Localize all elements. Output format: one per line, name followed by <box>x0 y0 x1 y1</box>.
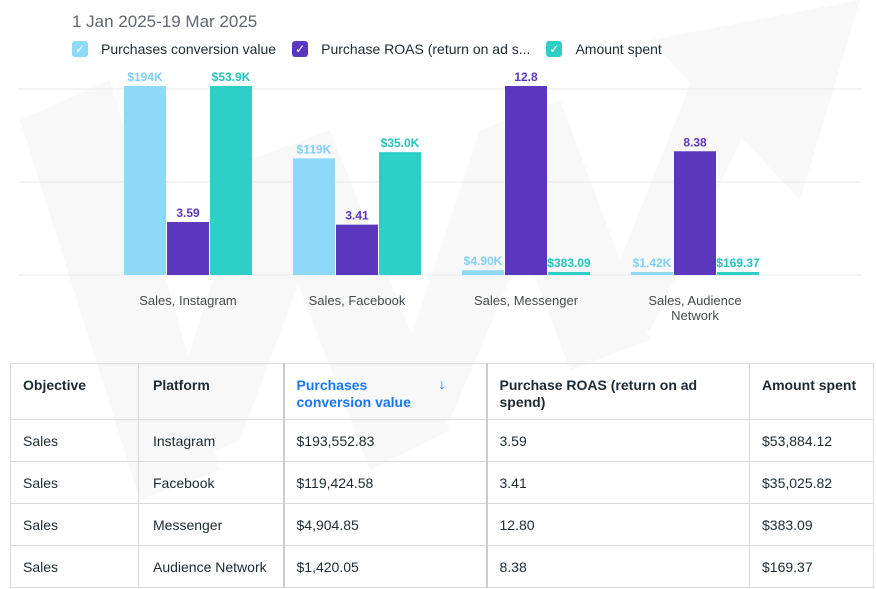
table-row[interactable]: Sales Instagram $193,552.83 3.59 $53,884.12 <box>10 419 874 462</box>
header-platform[interactable]: Platform <box>138 363 284 420</box>
header-label: Purchases conversion value <box>296 377 411 410</box>
bar-roas-1[interactable] <box>336 224 378 275</box>
data-label: $53.9K <box>212 70 251 84</box>
bar-chart: $194K 3.59 $53.9K Sales, Instagram $119K 3.41… <box>18 70 862 323</box>
cell-objective: Sales <box>10 419 139 462</box>
legend-label: Amount spent <box>575 41 662 57</box>
data-label: 8.38 <box>683 135 707 149</box>
bar-purchases-1[interactable] <box>293 158 335 275</box>
data-label: 3.41 <box>345 209 369 223</box>
x-tick-label: Sales, Facebook <box>309 293 406 308</box>
header-objective[interactable]: Objective <box>10 363 139 420</box>
cell-platform: Messenger <box>138 503 284 546</box>
check-icon: ✓ <box>549 42 560 56</box>
bar-roas-2[interactable] <box>505 86 547 275</box>
bar-purchases-3[interactable] <box>631 272 673 275</box>
table-header-row: Objective Platform Purchases conversion … <box>10 363 874 420</box>
data-label: 12.8 <box>514 70 538 84</box>
table-body: Sales Instagram $193,552.83 3.59 $53,884.12 S… <box>10 419 874 588</box>
check-icon: ✓ <box>295 42 306 56</box>
cell-amount-spent: $383.09 <box>749 503 874 546</box>
cell-purchases-conversion-value: $4,904.85 <box>282 503 488 546</box>
cell-purchase-roas: 8.38 <box>486 545 750 588</box>
legend-checkbox-purchases[interactable]: ✓ <box>72 41 88 57</box>
bar-amount-1[interactable] <box>379 152 421 275</box>
data-label: $1.42K <box>633 256 672 270</box>
data-label: $169.37 <box>716 256 760 270</box>
cell-purchases-conversion-value: $1,420.05 <box>282 545 488 588</box>
cell-purchase-roas: 3.41 <box>486 461 750 504</box>
cell-amount-spent: $35,025.82 <box>749 461 874 504</box>
date-range: 1 Jan 2025-19 Mar 2025 <box>72 12 258 31</box>
cell-purchases-conversion-value: $193,552.83 <box>282 419 488 462</box>
data-label: $119K <box>297 142 332 156</box>
header-purchase-roas[interactable]: Purchase ROAS (return on ad spend) <box>486 363 750 420</box>
cell-objective: Sales <box>10 545 139 588</box>
legend-item-amount-spent[interactable]: ✓ Amount spent <box>546 41 662 57</box>
x-tick-label: Sales, Audience <box>648 293 741 308</box>
header-amount-spent[interactable]: Amount spent <box>749 363 874 420</box>
bar-amount-3[interactable] <box>717 272 759 275</box>
cell-platform: Facebook <box>138 461 284 504</box>
legend-item-purchase-roas[interactable]: ✓ Purchase ROAS (return on ad s... <box>292 41 530 57</box>
legend-item-purchases-conversion-value[interactable]: ✓ Purchases conversion value <box>72 41 276 57</box>
x-tick-label: Network <box>671 308 719 323</box>
check-icon: ✓ <box>74 42 86 56</box>
x-tick-label: Sales, Instagram <box>139 293 237 308</box>
header-label: Purchase ROAS (return on ad spend) <box>499 377 698 410</box>
table-row[interactable]: Sales Facebook $119,424.58 3.41 $35,025.82 <box>10 461 874 504</box>
data-label: $4.90K <box>464 254 503 268</box>
bar-purchases-0[interactable] <box>124 86 166 275</box>
data-label: $35.0K <box>381 136 420 150</box>
cell-platform: Audience Network <box>138 545 284 588</box>
data-label: 3.59 <box>176 206 200 220</box>
bar-purchases-2[interactable] <box>462 270 504 275</box>
data-table-container: Objective Platform Purchases conversion … <box>10 363 874 588</box>
header-purchases-conversion-value[interactable]: Purchases conversion value ↓ <box>282 363 488 420</box>
data-label: $383.09 <box>547 256 591 270</box>
chart-legend: ✓ Purchases conversion value ✓ Purchase … <box>72 41 678 57</box>
cell-platform: Instagram <box>138 419 284 462</box>
cell-amount-spent: $53,884.12 <box>749 419 874 462</box>
cell-purchase-roas: 3.59 <box>486 419 750 462</box>
bar-amount-0[interactable] <box>210 86 252 275</box>
x-tick-label: Sales, Messenger <box>474 293 579 308</box>
data-table: Objective Platform Purchases conversion … <box>10 363 874 588</box>
table-row[interactable]: Sales Messenger $4,904.85 12.80 $383.09 <box>10 503 874 546</box>
legend-label: Purchase ROAS (return on ad s... <box>321 41 531 57</box>
arrow-down-icon[interactable]: ↓ <box>438 376 446 392</box>
table-row[interactable]: Sales Audience Network $1,420.05 8.38 $169.3… <box>10 545 874 588</box>
cell-objective: Sales <box>10 503 139 546</box>
cell-purchase-roas: 12.80 <box>486 503 750 546</box>
legend-checkbox-amount[interactable]: ✓ <box>546 41 563 57</box>
bar-roas-3[interactable] <box>674 151 716 275</box>
cell-amount-spent: $169.37 <box>749 545 874 588</box>
legend-label: Purchases conversion value <box>101 41 277 57</box>
data-label: $194K <box>127 70 163 84</box>
legend-checkbox-roas[interactable]: ✓ <box>292 41 309 57</box>
bar-roas-0[interactable] <box>167 221 209 275</box>
bar-amount-2[interactable] <box>548 272 590 275</box>
cell-purchases-conversion-value: $119,424.58 <box>282 461 488 504</box>
cell-objective: Sales <box>10 461 139 504</box>
